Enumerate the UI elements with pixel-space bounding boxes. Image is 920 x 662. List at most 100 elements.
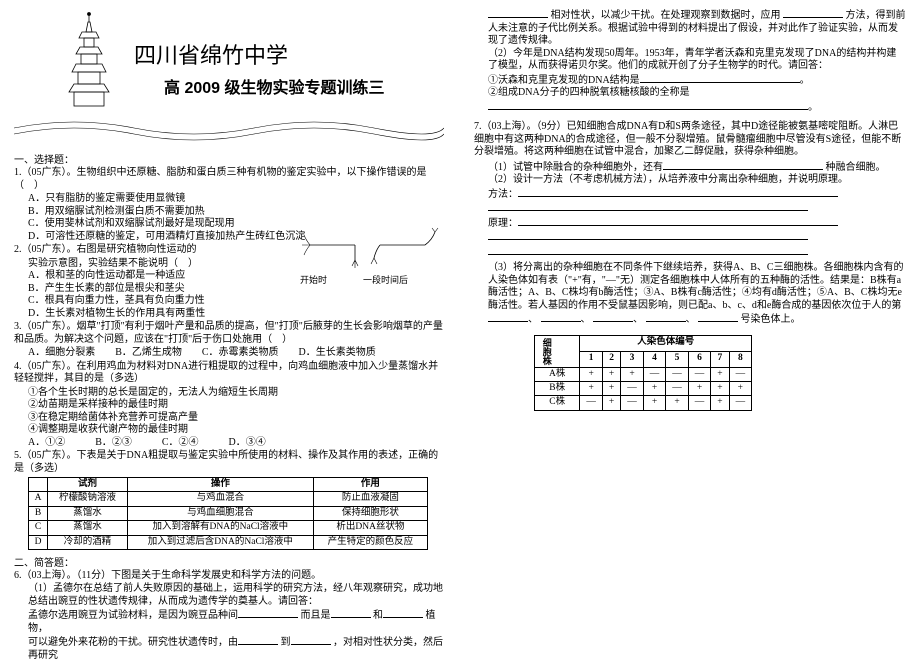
rCc1: — xyxy=(580,396,603,410)
rCc2: + xyxy=(602,396,620,410)
q6-p1: （1）孟德尔在总结了前人失败原因的基础上，运用科学的研究方法，经八年观察研究，成… xyxy=(28,583,446,608)
q5-h2: 操作 xyxy=(127,478,313,492)
q6r-blank-line: 。 xyxy=(488,100,906,115)
q7-principle-line: 原理： xyxy=(488,216,906,231)
q7-p1b: 种融合细胞。 xyxy=(826,162,886,173)
rAc5: — xyxy=(666,367,689,381)
q2-c: C．根具有向重力性，茎具有负向重力性 xyxy=(28,295,446,308)
q7-p2: （2）设计一方法（不考虑机械方法），从培养液中分离出杂种细胞，并说明原理。 xyxy=(488,174,906,187)
rC: C株 xyxy=(535,396,580,410)
q5-r3c1: 冷却的酒精 xyxy=(48,535,128,549)
section-1-title: 一、选择题： xyxy=(14,151,446,166)
q6-p1e: 可以避免外来花粉的干扰。研究性状遗传时，由 xyxy=(28,637,238,648)
q5-r0c2: 与鸡血混合 xyxy=(127,492,313,506)
q6-p1-line2: 可以避免外来花粉的干扰。研究性状遗传时，由 到 ，对相对性状分类，然后再研究 xyxy=(28,635,446,662)
c5: 5 xyxy=(666,351,689,367)
diagram-caption-1: 开始时 xyxy=(300,273,327,286)
q5-r3c2: 加入到过滤后含DNA的NaCl溶液中 xyxy=(127,535,313,549)
rBc3: — xyxy=(621,381,644,395)
blank xyxy=(541,312,581,322)
rAc6: — xyxy=(688,367,711,381)
blank xyxy=(488,100,808,110)
q7-principle-blank2 xyxy=(488,230,906,245)
blank xyxy=(518,187,838,197)
c7: 7 xyxy=(711,351,729,367)
rA: A株 xyxy=(535,367,580,381)
q4-stem: 4.（05广东）。在利用鸡血为材料对DNA进行粗提取的过程中，向鸡血细胞液中加入… xyxy=(14,361,446,386)
blank xyxy=(783,8,843,18)
q6r-p2a-line: ①沃森和克里克发现的DNA结构是。 xyxy=(488,73,906,88)
q5-h3: 作用 xyxy=(313,478,427,492)
pagoda-icon xyxy=(54,12,124,112)
q7-p1-line: （1）试管中除融合的杂种细胞外，还有 种融合细胞。 xyxy=(488,160,906,175)
q7-principle-blank3 xyxy=(488,245,906,260)
q5-r1c3: 保持细胞形状 xyxy=(313,506,427,520)
q7-p1: （1）试管中除融合的杂种细胞外，还有 xyxy=(488,162,663,173)
q7-principle-label: 原理： xyxy=(488,218,518,229)
q5-stem: 5.（05广东）。下表是关于DNA粗提取与鉴定实验中所使用的材料、操作及其作用的… xyxy=(14,450,446,475)
header: 四川省绵竹中学 高 2009 级生物实验专题训练三 xyxy=(14,8,446,148)
q6r-p2b-line: ②组成DNA分子的四种脱氧核糖核酸的全称是 xyxy=(488,87,906,100)
rCc4: + xyxy=(643,396,666,410)
blank xyxy=(488,230,808,240)
blank xyxy=(640,73,800,83)
blank xyxy=(331,608,371,618)
blank xyxy=(698,312,738,322)
section-2-title: 二、简答题： xyxy=(14,554,446,569)
q3-stem: 3.（05广东）。烟草"打顶"有利于烟叶产量和品质的提高，但"打顶"后腋芽的生长… xyxy=(14,321,446,346)
blank xyxy=(593,312,633,322)
q5-r3c0: D xyxy=(29,535,48,549)
blank xyxy=(663,160,823,170)
blank xyxy=(518,216,838,226)
main-title: 高 2009 级生物实验专题训练三 xyxy=(164,74,385,98)
rCc3: — xyxy=(621,396,644,410)
q4-l1: ①各个生长时期的总长是固定的，无法人为缩短生长周期 xyxy=(28,387,446,400)
left-page: 四川省绵竹中学 高 2009 级生物实验专题训练三 一、选择题： 1.（05广东… xyxy=(0,0,460,638)
rAc8: — xyxy=(729,367,752,381)
chromosome-table: 细胞株 人染色体编号 1 2 3 4 5 6 7 8 A株 + + + — — … xyxy=(534,335,752,411)
rAc4: — xyxy=(643,367,666,381)
right-page: 相对性状，以减少干扰。在处理观察到数据时，应用 方法，得到前人未注意的子代比例关… xyxy=(460,0,920,638)
q5-r2c2: 加入到溶解有DNA的NaCl溶液中 xyxy=(127,521,313,535)
rCc6: — xyxy=(688,396,711,410)
q7-p3-line: 、 、 、 、 号染色体上。 xyxy=(488,312,906,327)
blank xyxy=(488,245,808,255)
rAc1: + xyxy=(580,367,603,381)
blank xyxy=(488,312,528,322)
rCc5: + xyxy=(666,396,689,410)
c1: 1 xyxy=(580,351,603,367)
q7-p3b: 号染色体上。 xyxy=(741,314,801,325)
blank xyxy=(291,635,331,645)
rB: B株 xyxy=(535,381,580,395)
q6r-p2a: ①沃森和克里克发现的DNA结构是 xyxy=(488,75,640,86)
q7-method-line: 方法： xyxy=(488,187,906,202)
q6r-l1: 相对性状，以减少干扰。在处理观察到数据时，应用 方法，得到前人未注意的子代比例关… xyxy=(488,8,906,48)
school-name: 四川省绵竹中学 xyxy=(134,38,288,70)
q6-p1b: 而且是 xyxy=(301,610,331,621)
q6-p1c: 和 xyxy=(373,610,383,621)
q6r-p2: （2）今年是DNA结构发现50周年。1953年，青年学者沃森和克里克发现了DNA… xyxy=(488,48,906,73)
blank xyxy=(488,201,808,211)
wave-divider xyxy=(14,116,444,142)
q5-r2c1: 蒸馏水 xyxy=(48,521,128,535)
q4-l4: ④调整期是收获代谢产物的最佳时期 xyxy=(28,424,446,437)
rBc5: — xyxy=(666,381,689,395)
rBc1: + xyxy=(580,381,603,395)
q7-p3: （3）将分离出的杂种细胞在不同条件下继续培养，获得A、B、C三细胞株。各细胞株内… xyxy=(488,262,906,312)
q6-p1a: 孟德尔选用豌豆为试验材料，是因为豌豆品种间 xyxy=(28,610,238,621)
q5-r2c3: 析出DNA丝状物 xyxy=(313,521,427,535)
q5-r0c1: 柠檬酸钠溶液 xyxy=(48,492,128,506)
rAc2: + xyxy=(602,367,620,381)
q6r-l1-text: 相对性状，以减少干扰。在处理观察到数据时，应用 xyxy=(551,10,781,21)
chromo-title: 人染色体编号 xyxy=(580,335,752,351)
q6-p1-line: 孟德尔选用豌豆为试验材料，是因为豌豆品种间 而且是 和 植物， xyxy=(28,608,446,635)
q1-stem: 1.（05广东）。生物组织中还原糖、脂肪和蛋白质三种有机物的鉴定实验中，以下操作… xyxy=(14,167,446,192)
rowhead: 细胞株 xyxy=(539,337,554,366)
c4: 4 xyxy=(643,351,666,367)
blank xyxy=(238,608,298,618)
q6-stem: 6.（03上海）。（11分）下图是关于生命科学发展史和科学方法的问题。 xyxy=(14,570,446,583)
q5-r0c3: 防止血液凝固 xyxy=(313,492,427,506)
c8: 8 xyxy=(729,351,752,367)
q5-r1c0: B xyxy=(29,506,48,520)
q5-r1c2: 与鸡血细胞混合 xyxy=(127,506,313,520)
